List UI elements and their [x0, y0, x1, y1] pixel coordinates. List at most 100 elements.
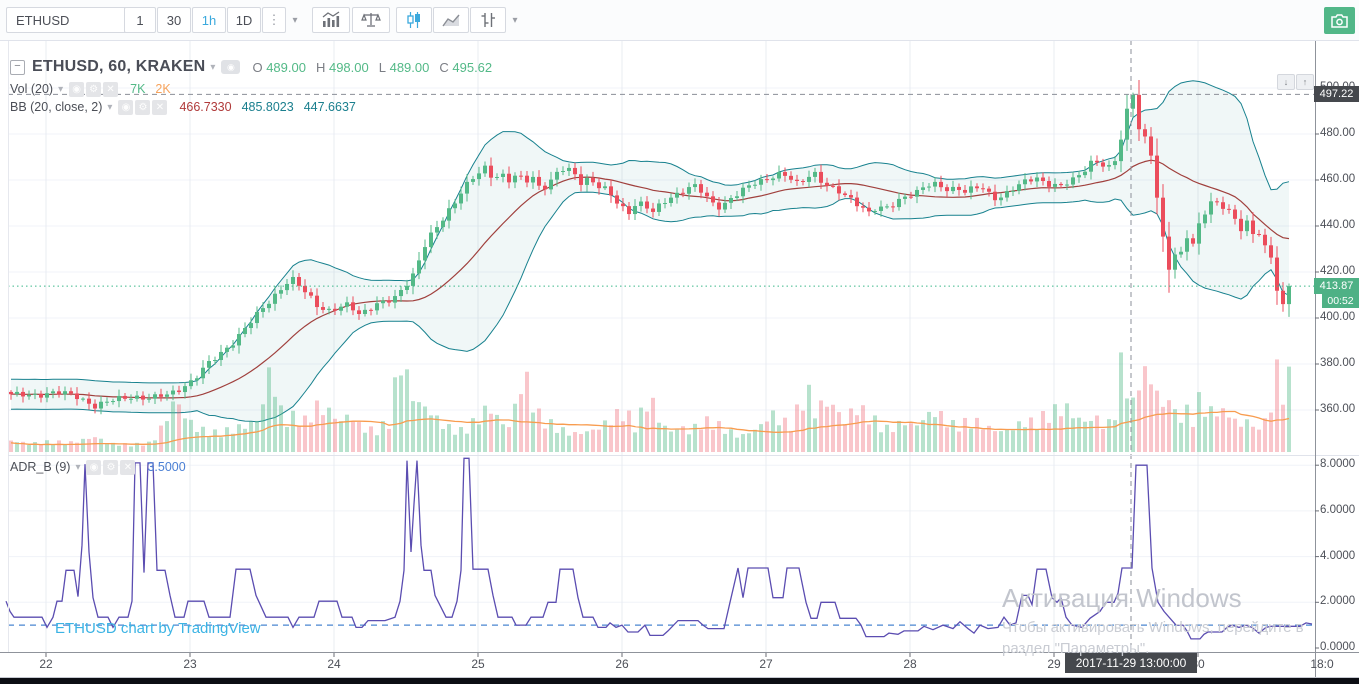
candle-body — [291, 277, 295, 284]
volume-bar — [855, 415, 859, 452]
candle-body — [777, 172, 781, 179]
volume-bar — [849, 408, 853, 452]
candle-body — [651, 208, 655, 212]
volume-legend[interactable]: Vol (20) ▾ ◉ ⚙ ✕ 7K 2K — [10, 81, 171, 97]
bb-legend[interactable]: BB (20, close, 2) ▾ ◉ ⚙ ✕ 466.7330 485.8… — [10, 99, 356, 115]
legend-caret-icon[interactable]: ▾ — [210, 61, 216, 73]
bb-gear-icon[interactable]: ⚙ — [135, 99, 151, 115]
interval-button-30[interactable]: 30 — [157, 7, 191, 33]
screenshot-button[interactable] — [1324, 7, 1355, 34]
volume-bar — [861, 405, 865, 452]
candle-body — [1203, 214, 1207, 224]
legend-eye-icon[interactable]: ◉ — [221, 60, 241, 74]
volume-bar — [231, 433, 235, 452]
bb-close-icon[interactable]: ✕ — [152, 99, 168, 115]
volume-bar — [183, 418, 187, 452]
volume-bar — [219, 437, 223, 452]
volume-bar — [945, 427, 949, 452]
candle-body — [495, 176, 499, 178]
candle-body — [1287, 286, 1291, 305]
volume-bar — [1005, 430, 1009, 452]
volume-bar — [903, 425, 907, 452]
symbol-legend[interactable]: − ETHUSD, 60, KRAKEN ▾ ◉ O 489.00 H 498.… — [10, 57, 494, 77]
scale-up-button[interactable]: ↑ — [1296, 74, 1314, 90]
adr-gear-icon[interactable]: ⚙ — [103, 459, 119, 475]
symbol-input[interactable]: ETHUSD — [6, 7, 127, 33]
volume-bar — [321, 415, 325, 452]
candle-body — [1251, 220, 1255, 235]
volume-bar — [837, 412, 841, 452]
candle-body — [69, 391, 73, 394]
candle-body — [567, 167, 571, 172]
volume-close-icon[interactable]: ✕ — [103, 81, 119, 97]
candle-body — [819, 171, 823, 183]
volume-bar — [1101, 428, 1105, 452]
volume-bar — [249, 421, 253, 452]
volume-bar — [585, 431, 589, 452]
volume-bar — [909, 423, 913, 452]
candle-body — [855, 197, 859, 207]
candle-body — [99, 401, 103, 409]
adr-axis-label: 0.0000 — [1320, 641, 1356, 653]
bb-eye-icon[interactable]: ◉ — [118, 99, 134, 115]
candle-body — [537, 176, 541, 186]
time-axis-label: 26 — [615, 657, 629, 671]
scale-down-button[interactable]: ↓ — [1277, 74, 1295, 90]
volume-bar — [1089, 420, 1093, 452]
candle-body — [933, 181, 937, 187]
volume-bar — [651, 397, 655, 452]
candle-body — [171, 390, 175, 395]
adr-caret-icon[interactable]: ▾ — [75, 461, 81, 473]
volume-bar — [819, 400, 823, 452]
candle-body — [729, 198, 733, 203]
chart-style-candles-button[interactable] — [396, 7, 432, 33]
candle-body — [1125, 108, 1129, 140]
candle-body — [633, 206, 637, 215]
adr-close-icon[interactable]: ✕ — [120, 459, 136, 475]
candle-body — [1083, 171, 1087, 176]
volume-bar — [999, 431, 1003, 452]
candle-body — [789, 175, 793, 180]
candle-body — [477, 173, 481, 180]
time-axis-label: 27 — [759, 657, 773, 671]
volume-bar — [843, 424, 847, 452]
candle-body — [141, 395, 145, 400]
adr-legend[interactable]: ADR_B (9) ▾ ◉ ⚙ ✕ 3.5000 — [10, 459, 186, 475]
volume-eye-icon[interactable]: ◉ — [69, 81, 85, 97]
price-axis-label: 420.00 — [1320, 265, 1356, 277]
indicators-button[interactable] — [312, 7, 350, 33]
candle-body — [1263, 234, 1267, 246]
bb-caret-icon[interactable]: ▾ — [107, 101, 113, 113]
chart-style-line-button[interactable] — [433, 7, 469, 33]
candle-body — [201, 367, 205, 379]
bb-basis-value: 466.7330 — [179, 100, 232, 114]
legend-collapse-icon[interactable]: − — [10, 59, 25, 75]
candle-body — [357, 310, 361, 315]
candle-body — [657, 203, 661, 212]
interval-kebab-menu[interactable]: ⋮ — [262, 7, 286, 33]
volume-bar — [1245, 419, 1249, 452]
volume-bar — [165, 421, 169, 452]
hlc-bars-icon — [481, 13, 495, 27]
volume-gear-icon[interactable]: ⚙ — [86, 81, 102, 97]
candle-body — [237, 334, 241, 346]
interval-button-1h[interactable]: 1h — [192, 7, 226, 33]
camera-icon — [1331, 13, 1348, 28]
interval-button-1d[interactable]: 1D — [227, 7, 261, 33]
volume-caret-icon[interactable]: ▾ — [58, 83, 64, 95]
volume-bar — [387, 428, 391, 452]
compare-button[interactable] — [352, 7, 390, 33]
candle-body — [1053, 183, 1057, 187]
volume-ma-line — [10, 410, 1290, 446]
tradingview-attribution-link[interactable]: ETHUSD chart by TradingView — [55, 620, 261, 637]
chart-style-bars-button[interactable] — [470, 7, 506, 33]
interval-dropdown-caret-icon[interactable]: ▾ — [292, 14, 298, 26]
chart-style-caret-icon[interactable]: ▾ — [512, 14, 518, 26]
interval-button-1[interactable]: 1 — [124, 7, 156, 33]
volume-bar — [243, 428, 247, 452]
candle-body — [1137, 94, 1141, 130]
adr-eye-icon[interactable]: ◉ — [86, 459, 102, 475]
volume-bar — [597, 429, 601, 452]
candle-body — [1101, 162, 1105, 167]
